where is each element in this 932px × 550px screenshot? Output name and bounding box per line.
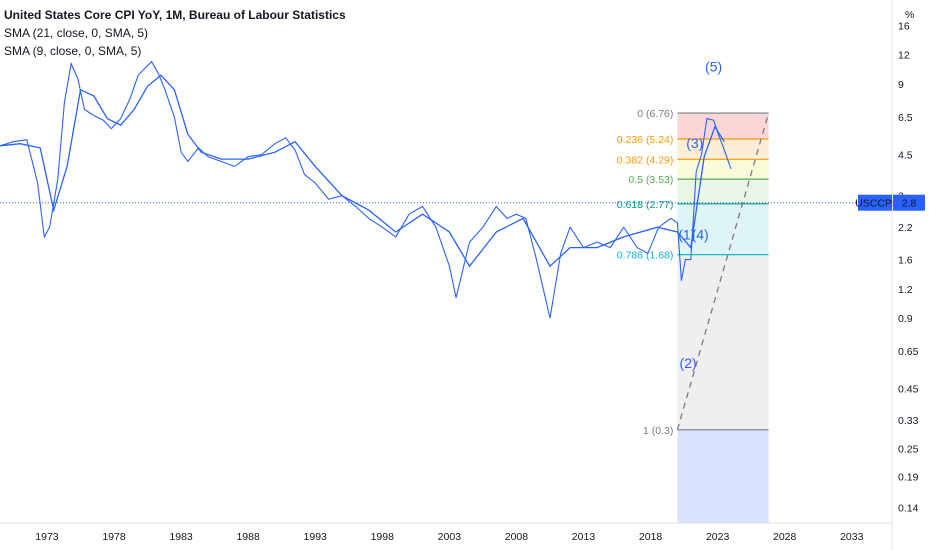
x-tick-label: 1983 — [169, 531, 193, 543]
series-line — [0, 74, 725, 268]
y-tick-label: 0.45 — [898, 384, 919, 396]
legend-sma-21[interactable]: SMA (21, close, 0, SMA, 5) — [4, 26, 149, 40]
x-tick-label: 2028 — [773, 531, 797, 543]
x-tick-label: 1973 — [35, 531, 59, 543]
legend: United States Core CPI YoY, 1M, Bureau o… — [4, 6, 346, 60]
fib-level-label: 0.5 (3.53) — [628, 174, 673, 186]
y-tick-label: 1.6 — [898, 255, 913, 267]
x-tick-label: 2023 — [706, 531, 730, 543]
x-tick-label: 2003 — [438, 531, 462, 543]
fib-level-label: 0.382 (4.29) — [617, 154, 674, 166]
fib-zone — [677, 138, 769, 160]
fib-level-label: 0.236 (5.24) — [617, 134, 674, 146]
series-layer — [0, 60, 892, 319]
fib-zone — [677, 179, 769, 204]
x-tick-label: 1998 — [371, 531, 395, 543]
legend-sma-9[interactable]: SMA (9, close, 0, SMA, 5) — [4, 44, 142, 58]
chart-title: United States Core CPI YoY, 1M, Bureau o… — [4, 8, 346, 22]
y-tick-label: 12 — [898, 50, 910, 62]
y-tick-label: 6.5 — [898, 112, 913, 124]
x-tick-label: 2018 — [639, 531, 663, 543]
fib-level-label: 1 (0.3) — [643, 425, 673, 437]
y-tick-label: 4.5 — [898, 149, 913, 161]
fibonacci-retracement[interactable]: 0 (6.76) 0.236 (5.24) 0.382 (4.29) 0.5 (3.5… — [617, 108, 770, 523]
fib-zone — [677, 159, 769, 180]
y-tick-label: 0.19 — [898, 471, 919, 483]
wave-label: (5) — [705, 58, 722, 74]
wave-label: (1) — [678, 226, 695, 242]
y-tick-label: 0.9 — [898, 313, 913, 325]
y-tick-label: 0.65 — [898, 346, 919, 358]
wave-label: (4) — [692, 226, 709, 242]
fib-level-label: 0 (6.76) — [637, 108, 673, 120]
last-price-label: 2.8 — [902, 198, 917, 210]
y-tick-label: 2.2 — [898, 222, 913, 234]
y-unit-label: % — [905, 9, 914, 21]
fib-level-label: 0.786 (1.68) — [617, 250, 674, 262]
series-line — [0, 60, 732, 319]
wave-label: (3) — [686, 135, 703, 151]
wave-label: (2) — [680, 355, 697, 371]
y-tick-label: 0.25 — [898, 443, 919, 455]
symbol-tag — [858, 194, 892, 211]
fib-zone — [677, 113, 769, 139]
fib-level-label: 0.618 (2.77) — [617, 199, 674, 211]
y-tick-label: 0.14 — [898, 502, 919, 514]
x-tick-label: 1978 — [102, 531, 126, 543]
x-tick-label: 1988 — [236, 531, 260, 543]
x-tick-label: 2008 — [505, 531, 529, 543]
y-tick-label: 16 — [898, 20, 910, 32]
fib-zone — [677, 254, 769, 430]
wave-labels: (1) (2) (3) (4) (5) — [678, 58, 722, 371]
x-tick-label: 2033 — [840, 531, 864, 543]
y-tick-label: 1.2 — [898, 284, 913, 296]
fib-zone-extension — [677, 429, 769, 523]
last-price-tag — [893, 194, 925, 211]
x-tick-label: 2013 — [572, 531, 596, 543]
symbol-tag-label: USCCPI — [855, 198, 895, 210]
y-tick-label: 0.33 — [898, 415, 919, 427]
x-tick-label: 1993 — [304, 531, 328, 543]
y-tick-label: 9 — [898, 79, 904, 91]
